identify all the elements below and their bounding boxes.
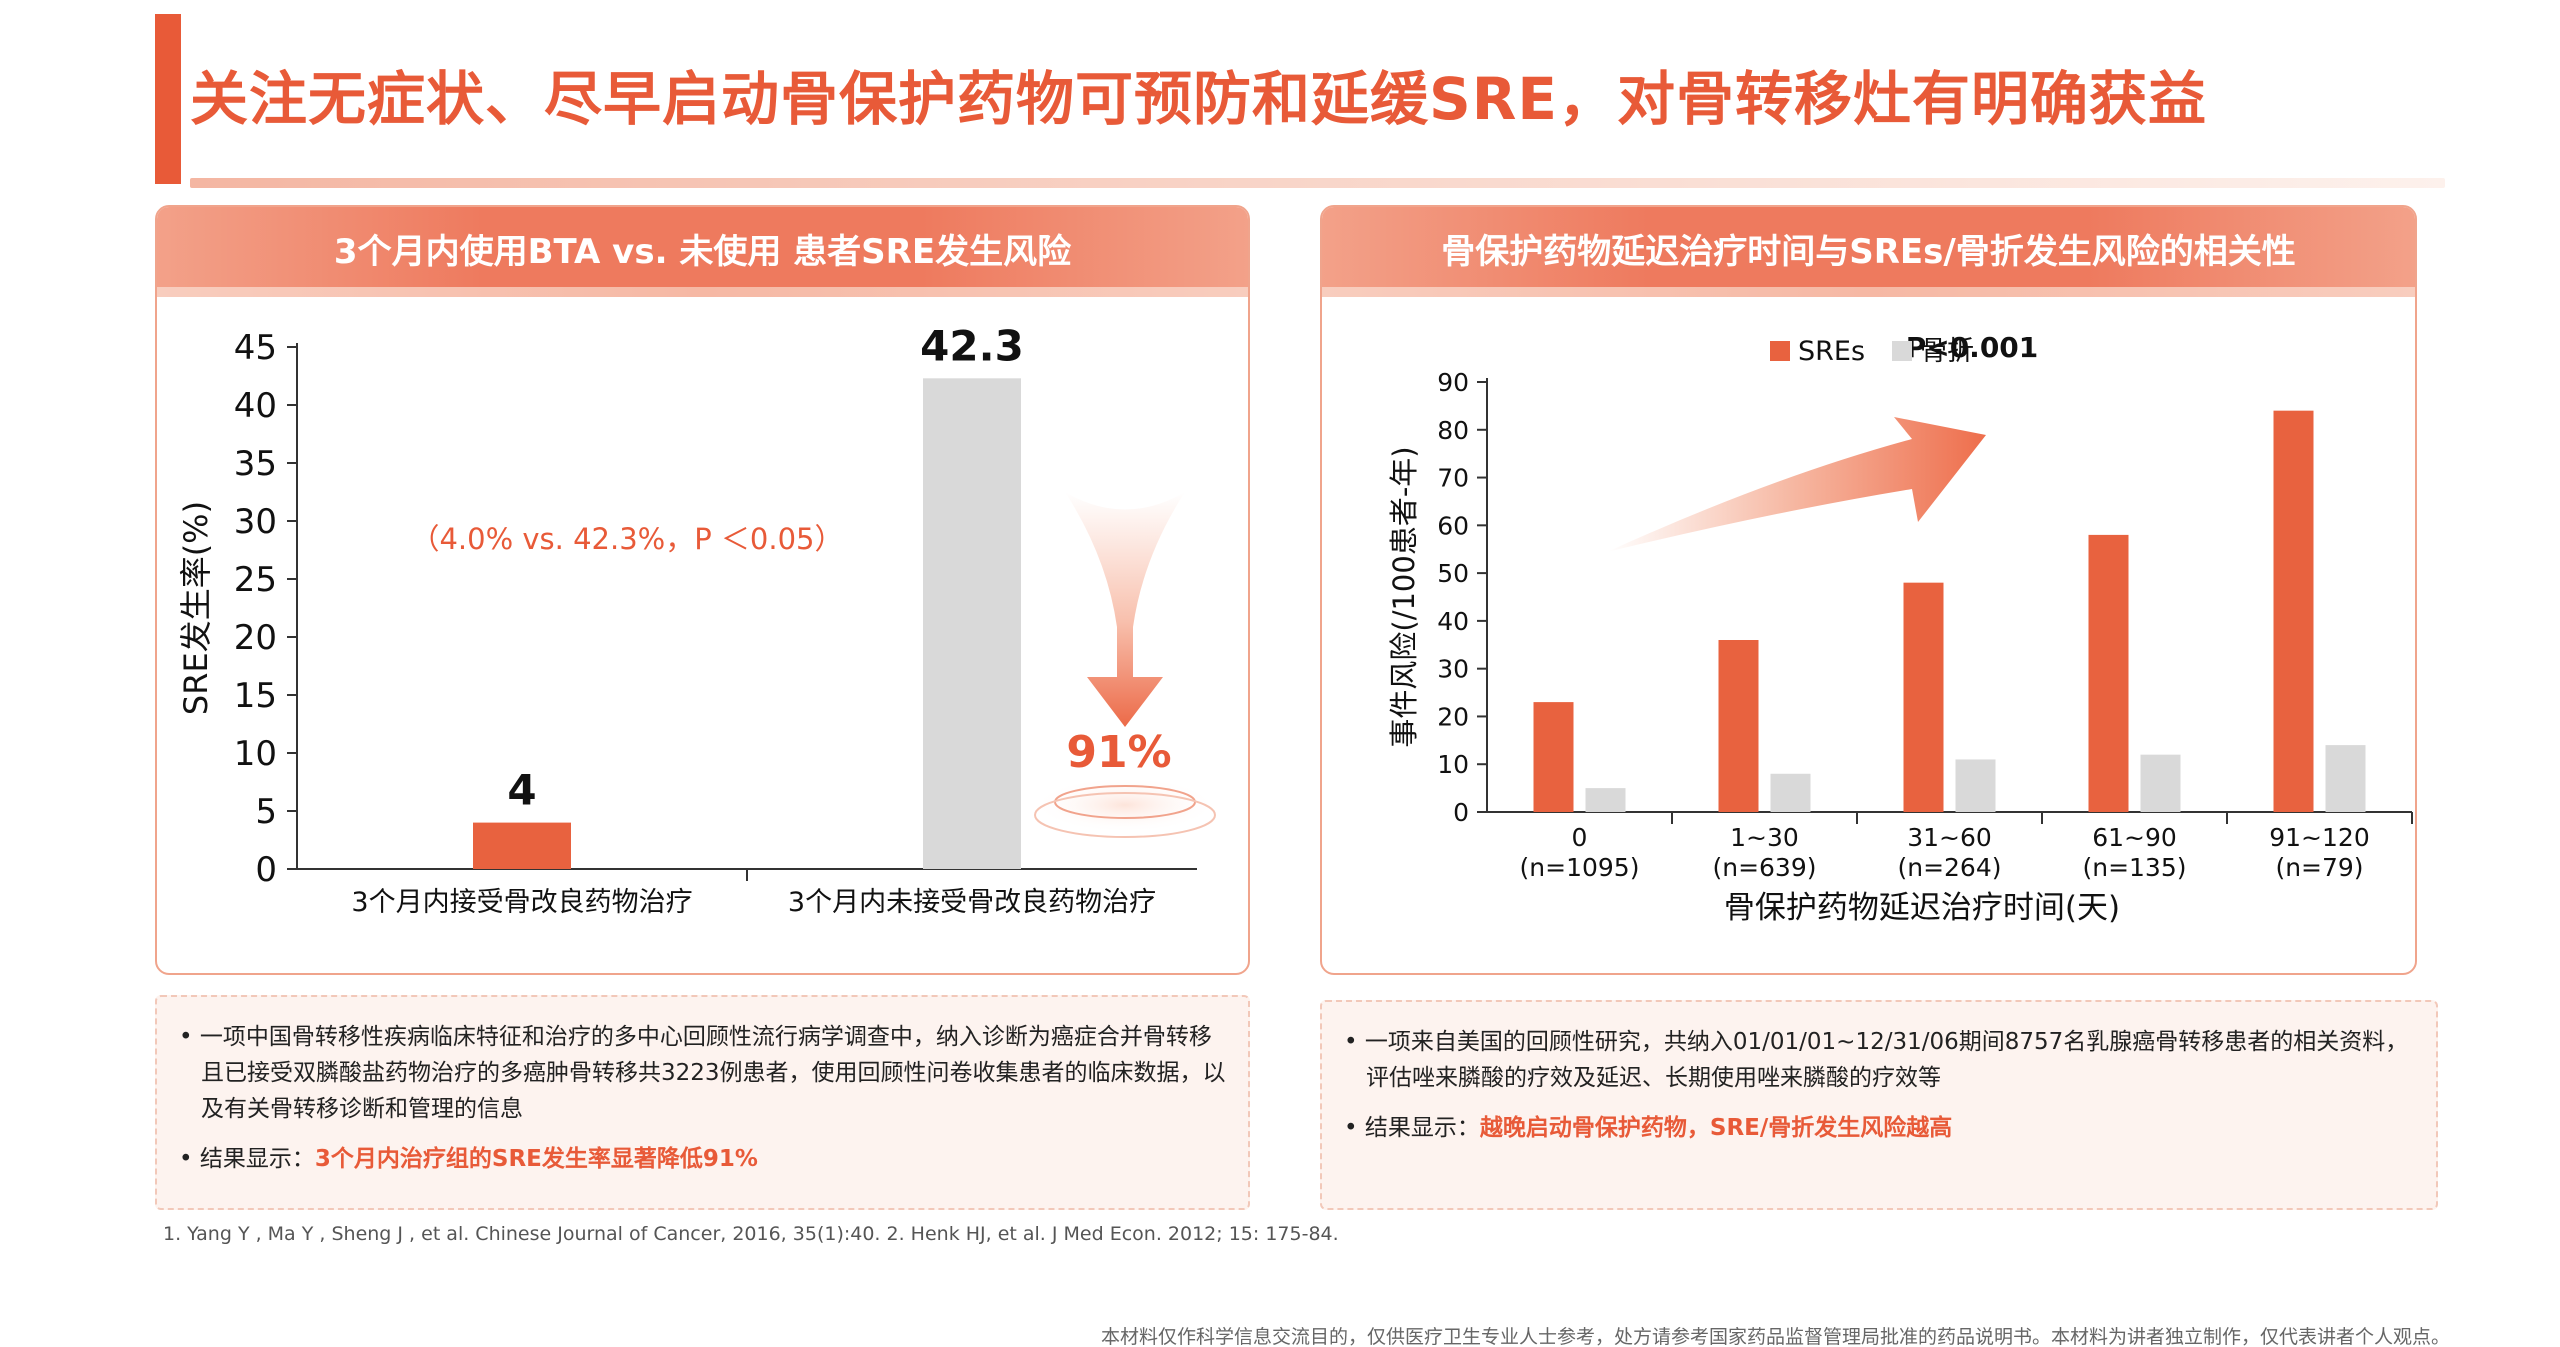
y-axis-label: 事件风险(/100患者-年): [1387, 446, 1421, 747]
y-tick-label: 0: [1453, 798, 1469, 827]
title-underline: [190, 178, 2445, 188]
right-note-bullet: • 一项来自美国的回顾性研究，共纳入01/01/01~12/31/06期间875…: [1344, 1029, 2409, 1091]
y-tick-label: 20: [234, 618, 277, 658]
left-chart-panel: 3个月内使用BTA vs. 未使用 患者SRE发生风险 91% （4.0% vs…: [155, 205, 1250, 975]
bar-fracture: [1770, 773, 1811, 812]
x-category-label: 91~120: [2269, 823, 2369, 852]
y-tick-label: 0: [255, 850, 277, 890]
right-chart-panel: 骨保护药物延迟治疗时间与SREs/骨折发生风险的相关性 P<0.001 0 10 2…: [1320, 205, 2417, 975]
x-category-label: 61~90: [2092, 823, 2177, 852]
x-category-sublabel: (n=79): [2275, 853, 2363, 882]
bar-value-label: 42.3: [920, 321, 1024, 370]
stat-annotation: （4.0% vs. 42.3%，P ＜0.05）: [410, 522, 843, 556]
y-tick-label: 80: [1437, 416, 1469, 445]
legend-swatch: [1892, 341, 1912, 361]
left-bar-chart: 91% （4.0% vs. 42.3%，P ＜0.05） 0 5 10 15 20 25 3…: [177, 321, 1217, 918]
y-tick-label: 90: [1437, 368, 1469, 397]
y-tick-label: 10: [1437, 750, 1469, 779]
bar-value-label: 4: [507, 766, 536, 815]
y-tick-label: 70: [1437, 464, 1469, 493]
left-note-bullet: • 一项中国骨转移性疾病临床特征和治疗的多中心回顾性流行病学调查中，纳入诊断为癌…: [179, 1024, 1226, 1122]
bar-fracture: [2325, 745, 2366, 812]
x-category-label: 1~30: [1730, 823, 1799, 852]
bar-sres: [2088, 534, 2129, 812]
legend-swatch: [1770, 341, 1790, 361]
y-tick-label: 30: [234, 502, 277, 542]
y-tick-label: 25: [234, 560, 277, 600]
x-category-label: 3个月内未接受骨改良药物治疗: [788, 887, 1156, 918]
bar: [923, 378, 1021, 869]
title-accent-bar: [155, 14, 181, 184]
left-panel-header: 3个月内使用BTA vs. 未使用 患者SRE发生风险: [157, 207, 1248, 297]
bar: [473, 822, 571, 869]
x-category-sublabel: (n=1095): [1520, 853, 1640, 882]
left-study-note: • 一项中国骨转移性疾病临床特征和治疗的多中心回顾性流行病学调查中，纳入诊断为癌…: [155, 995, 1250, 1210]
x-category-sublabel: (n=135): [2082, 853, 2186, 882]
disclaimer: 本材料仅作科学信息交流目的，仅供医疗卫生专业人士参考，处方请参考国家药品监督管理…: [1100, 1326, 2450, 1347]
bar-fracture: [1955, 759, 1996, 812]
p-value: P<0.001: [1906, 331, 2039, 364]
bar-fracture: [2140, 754, 2181, 812]
y-tick-label: 60: [1437, 511, 1469, 540]
references: 1. Yang Y , Ma Y , Sheng J , et al. Chin…: [163, 1223, 1339, 1245]
y-tick-label: 15: [234, 676, 277, 716]
right-result-highlight: 越晚启动骨保护药物，SRE/骨折发生风险越高: [1479, 1115, 1953, 1141]
y-tick-label: 30: [1437, 655, 1469, 684]
bar-sres: [1718, 640, 1759, 812]
bar-sres: [1533, 702, 1574, 812]
y-tick-label: 35: [234, 444, 277, 484]
reduction-arrow-icon: [1033, 492, 1217, 838]
left-note-result: • 结果显示：3个月内治疗组的SRE发生率显著降低91%: [179, 1146, 758, 1172]
x-category-sublabel: (n=264): [1897, 853, 2001, 882]
y-tick-label: 10: [234, 734, 277, 774]
y-tick-label: 40: [234, 386, 277, 426]
y-tick-label: 5: [255, 792, 277, 832]
right-bar-chart: P<0.001 0 10 20 30 40 50 60 70 80 90 事件风险(/100患者-年…: [1387, 331, 2413, 926]
page-title: 关注无症状、尽早启动骨保护药物可预防和延缓SRE，对骨转移灶有明确获益: [190, 65, 2208, 133]
x-category-label: 3个月内接受骨改良药物治疗: [351, 887, 692, 918]
bar-sres: [1903, 582, 1944, 812]
reduction-label: 91%: [1066, 727, 1171, 778]
x-category-sublabel: (n=639): [1712, 853, 1816, 882]
bar-fracture: [1585, 788, 1626, 812]
x-category-label: 31~60: [1907, 823, 1992, 852]
y-tick-label: 20: [1437, 702, 1469, 731]
right-study-note: • 一项来自美国的回顾性研究，共纳入01/01/01~12/31/06期间875…: [1320, 1000, 2438, 1210]
left-result-highlight: 3个月内治疗组的SRE发生率显著降低91%: [314, 1146, 758, 1172]
trend-arrow-icon: [1607, 417, 1986, 552]
legend-label: 骨折: [1920, 336, 1974, 367]
x-category-label: 0: [1572, 823, 1588, 852]
x-axis-label: 骨保护药物延迟治疗时间(天): [1724, 890, 2120, 926]
right-panel-header: 骨保护药物延迟治疗时间与SREs/骨折发生风险的相关性: [1322, 207, 2415, 297]
y-axis-label: SRE发生率(%): [177, 501, 215, 715]
right-note-result: • 结果显示：越晚启动骨保护药物，SRE/骨折发生风险越高: [1344, 1115, 1953, 1141]
y-tick-label: 45: [234, 328, 277, 368]
legend-label: SREs: [1798, 336, 1865, 367]
y-tick-label: 40: [1437, 607, 1469, 636]
y-tick-label: 50: [1437, 559, 1469, 588]
bar-sres: [2273, 410, 2314, 812]
